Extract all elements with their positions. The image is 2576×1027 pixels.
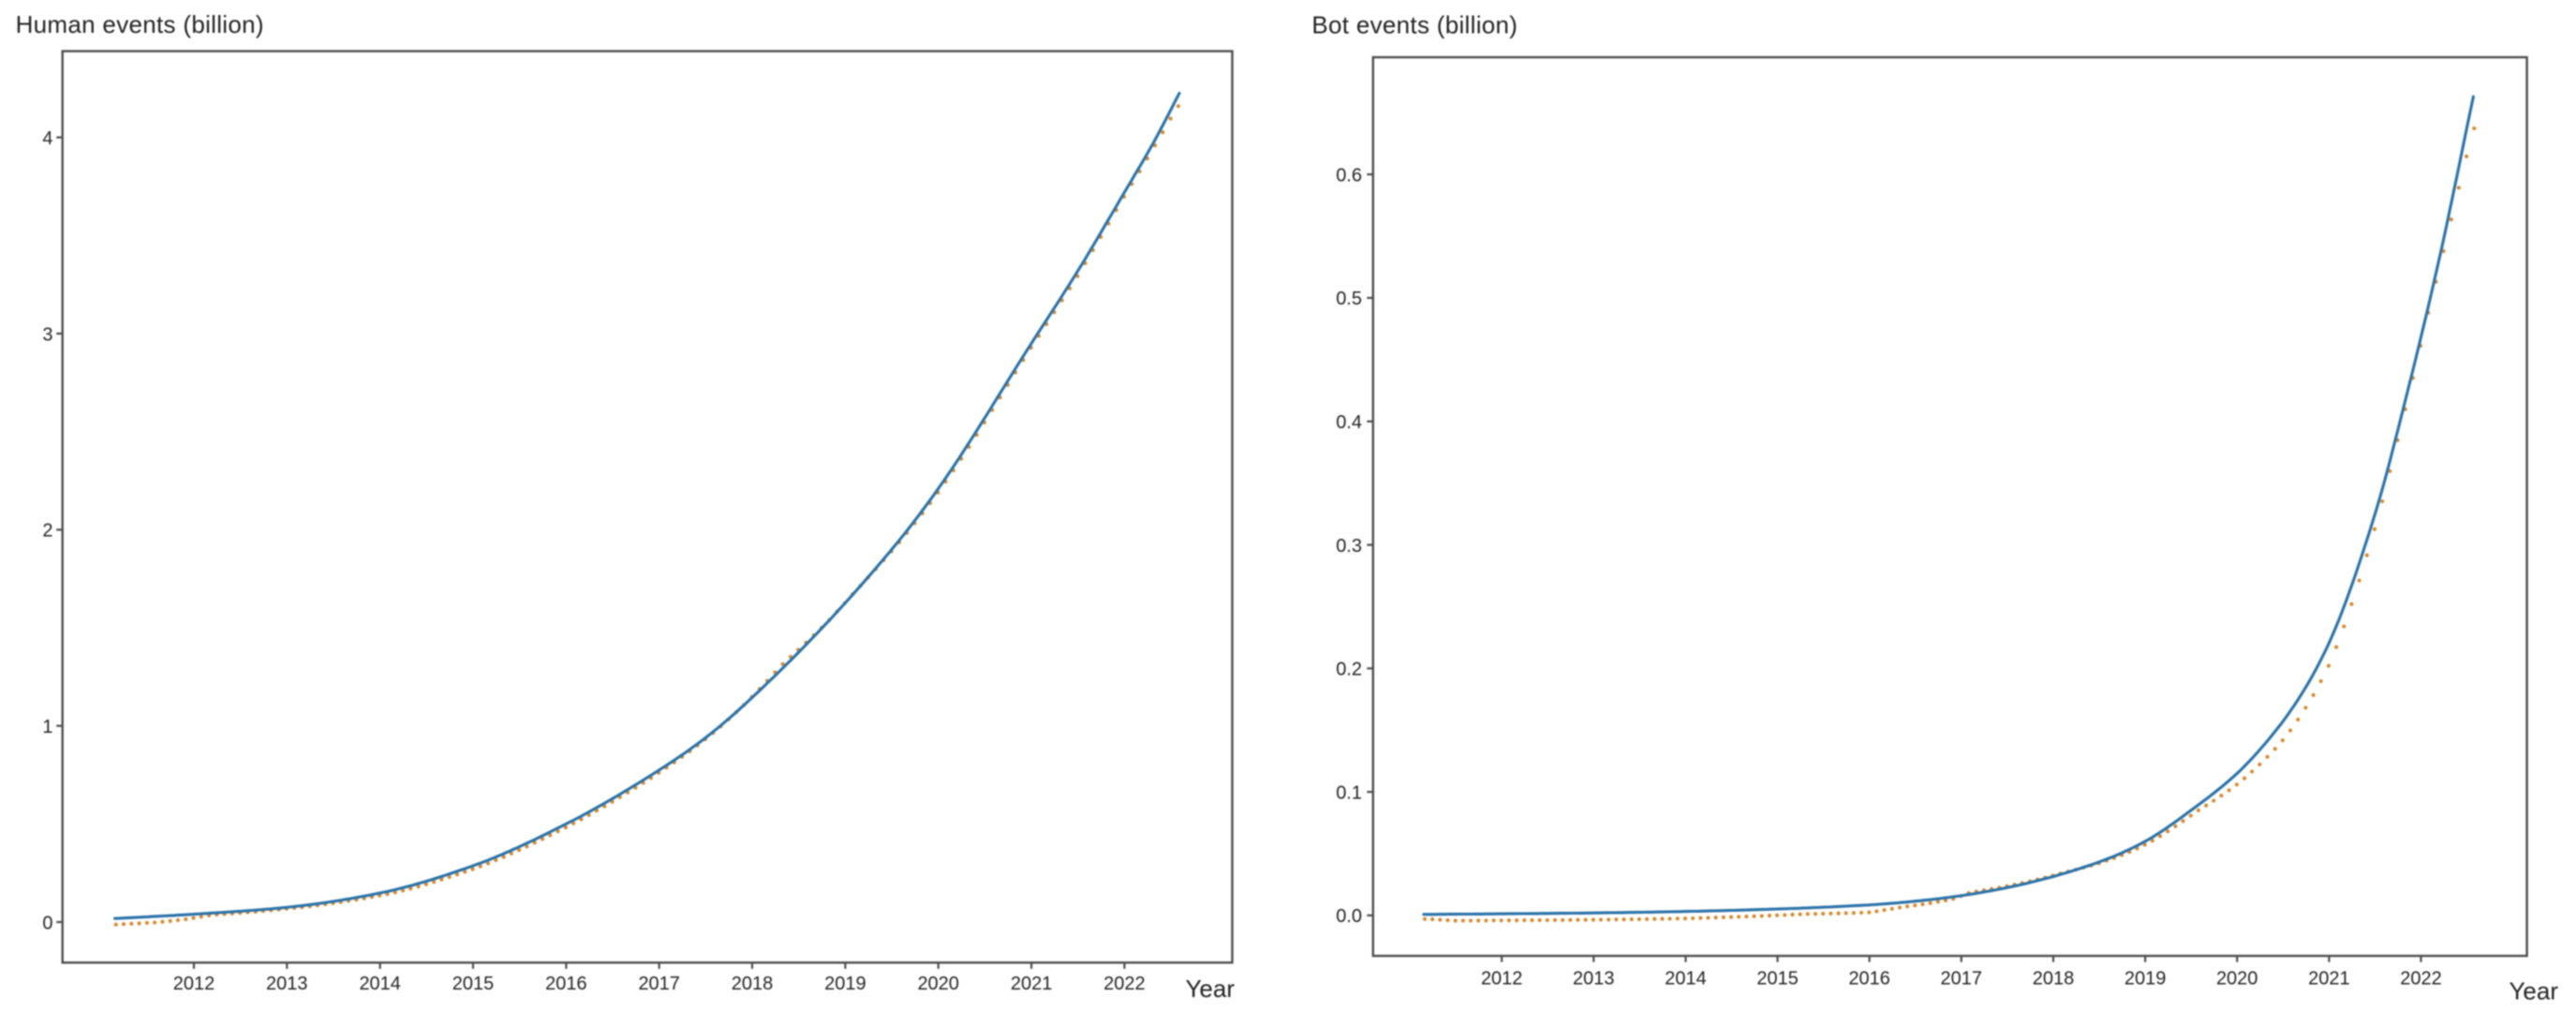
svg-text:0.2: 0.2 <box>1336 660 1362 680</box>
svg-text:2013: 2013 <box>266 974 308 994</box>
svg-text:2012: 2012 <box>173 974 215 994</box>
svg-text:2016: 2016 <box>545 974 587 994</box>
svg-text:0.6: 0.6 <box>1336 165 1362 186</box>
svg-text:0.1: 0.1 <box>1336 782 1362 803</box>
svg-text:2020: 2020 <box>917 974 959 994</box>
svg-text:0.4: 0.4 <box>1336 412 1362 433</box>
svg-text:0: 0 <box>42 913 52 933</box>
svg-text:2015: 2015 <box>452 974 495 994</box>
svg-text:Year: Year <box>1185 975 1235 1003</box>
svg-text:2015: 2015 <box>1756 969 1799 990</box>
svg-text:2017: 2017 <box>1941 969 1983 990</box>
svg-text:0.3: 0.3 <box>1336 536 1362 557</box>
svg-text:Year: Year <box>2509 977 2558 1005</box>
svg-text:2021: 2021 <box>1011 974 1053 994</box>
svg-text:2022: 2022 <box>2400 969 2442 990</box>
svg-text:3: 3 <box>42 324 52 345</box>
svg-text:2018: 2018 <box>732 974 774 994</box>
svg-text:2019: 2019 <box>824 974 866 994</box>
svg-text:2014: 2014 <box>359 974 401 994</box>
svg-text:2014: 2014 <box>1665 969 1707 990</box>
svg-text:2018: 2018 <box>2033 969 2075 990</box>
svg-text:Bot events (billion): Bot events (billion) <box>1311 11 1517 39</box>
svg-text:2020: 2020 <box>2216 969 2258 990</box>
svg-text:2019: 2019 <box>2124 969 2167 990</box>
svg-text:1: 1 <box>42 717 52 737</box>
svg-text:2012: 2012 <box>1481 969 1523 990</box>
svg-text:0.5: 0.5 <box>1336 289 1362 309</box>
svg-text:Human events (billion): Human events (billion) <box>16 10 264 38</box>
svg-text:0.0: 0.0 <box>1336 906 1362 927</box>
svg-text:2017: 2017 <box>638 974 680 994</box>
svg-text:2021: 2021 <box>2308 969 2350 990</box>
svg-text:2022: 2022 <box>1103 974 1146 994</box>
svg-text:2013: 2013 <box>1573 969 1615 990</box>
svg-text:2016: 2016 <box>1848 969 1890 990</box>
svg-text:4: 4 <box>42 128 52 149</box>
svg-text:2: 2 <box>42 521 52 542</box>
